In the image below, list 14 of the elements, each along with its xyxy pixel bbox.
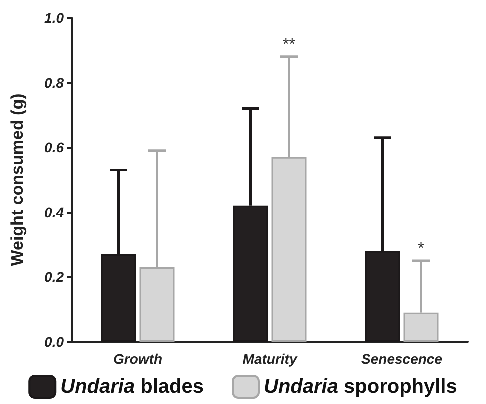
annotation: * [418,240,424,258]
legend-label: Undaria blades [60,376,204,398]
y-tick-label: 0.4 [44,204,64,220]
y-tick-label: 0.2 [44,269,64,286]
y-tick-label: 0.6 [44,140,64,156]
y-tick-label: 0.0 [44,334,64,350]
x-tick-label: Maturity [242,351,298,367]
x-tick-label: Growth [114,351,162,367]
annotation: ** [283,36,296,54]
y-tick-label: 1.0 [44,10,64,26]
x-tick-label: Senescence [362,351,443,367]
y-axis-title: Weight consumed (g) [8,94,27,266]
y-tick-label: 0.8 [44,74,64,91]
legend-label: Undaria sporophylls [264,376,458,398]
